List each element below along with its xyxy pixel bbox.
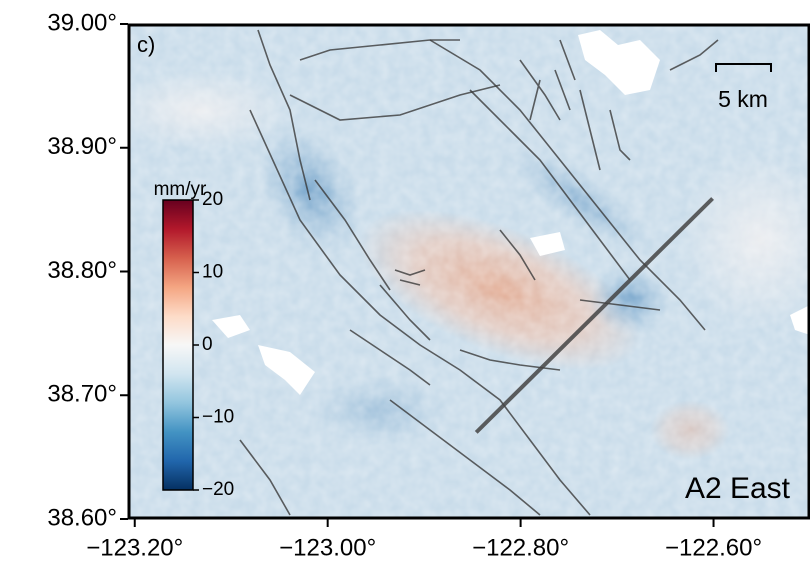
x-tick-label: −123.20° bbox=[86, 534, 183, 561]
x-tick-label: −122.60° bbox=[665, 534, 762, 561]
profile-line bbox=[474, 197, 714, 434]
x-tick-label: −122.80° bbox=[472, 534, 569, 561]
x-tick-label: −123.00° bbox=[279, 534, 376, 561]
velocity-field bbox=[128, 24, 810, 519]
scale-bar-label: 5 km bbox=[718, 86, 768, 112]
faults bbox=[239, 29, 719, 516]
map-frame bbox=[127, 23, 810, 520]
colorbar-tick-label: −20 bbox=[202, 479, 234, 500]
map-title: A2 East bbox=[685, 472, 791, 505]
y-tick-label: 38.60° bbox=[47, 504, 117, 531]
colorbar-tick-label: 10 bbox=[202, 262, 223, 283]
colorbar bbox=[162, 199, 194, 491]
scale-bar-line bbox=[715, 63, 772, 72]
scale-bar: 5 km bbox=[715, 63, 772, 112]
colorbar-tick-label: −10 bbox=[202, 407, 234, 428]
y-tick-label: 38.70° bbox=[47, 381, 117, 408]
panel-label: c) bbox=[137, 32, 155, 57]
colorbar-label: mm/yr bbox=[154, 179, 207, 200]
colorbar-tick-label: 0 bbox=[202, 334, 213, 355]
colorbar-tick-label: 20 bbox=[202, 189, 223, 210]
y-tick-label: 39.00° bbox=[47, 9, 117, 36]
y-tick-label: 38.80° bbox=[47, 257, 117, 284]
y-tick-label: 38.90° bbox=[47, 133, 117, 160]
